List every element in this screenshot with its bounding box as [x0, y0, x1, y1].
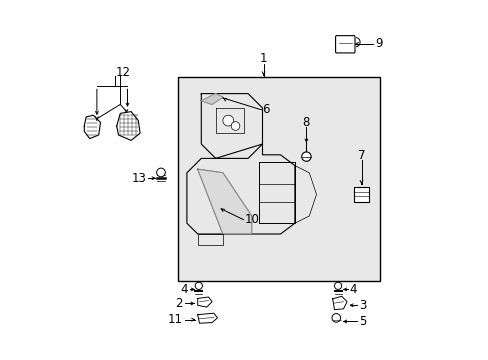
Circle shape — [331, 314, 340, 322]
Text: 9: 9 — [374, 37, 382, 50]
Circle shape — [231, 122, 239, 130]
Bar — [354, 187, 368, 202]
Circle shape — [301, 152, 310, 161]
Text: 1: 1 — [259, 52, 267, 65]
Text: 3: 3 — [358, 299, 366, 312]
Text: 13: 13 — [131, 172, 146, 185]
Circle shape — [334, 282, 341, 289]
Text: 2: 2 — [175, 297, 183, 310]
Bar — [178, 77, 379, 281]
Text: 10: 10 — [244, 213, 259, 226]
Circle shape — [223, 115, 233, 126]
Circle shape — [156, 168, 165, 177]
Text: 6: 6 — [262, 103, 269, 116]
Text: 8: 8 — [302, 116, 309, 129]
Polygon shape — [197, 169, 251, 234]
Text: 4: 4 — [349, 283, 356, 296]
Text: 5: 5 — [358, 315, 366, 328]
Text: 12: 12 — [116, 66, 130, 78]
Polygon shape — [201, 94, 223, 104]
Text: 11: 11 — [167, 313, 183, 326]
Circle shape — [195, 282, 202, 289]
Text: 7: 7 — [357, 149, 365, 162]
Text: 4: 4 — [181, 283, 188, 296]
FancyBboxPatch shape — [335, 36, 354, 53]
